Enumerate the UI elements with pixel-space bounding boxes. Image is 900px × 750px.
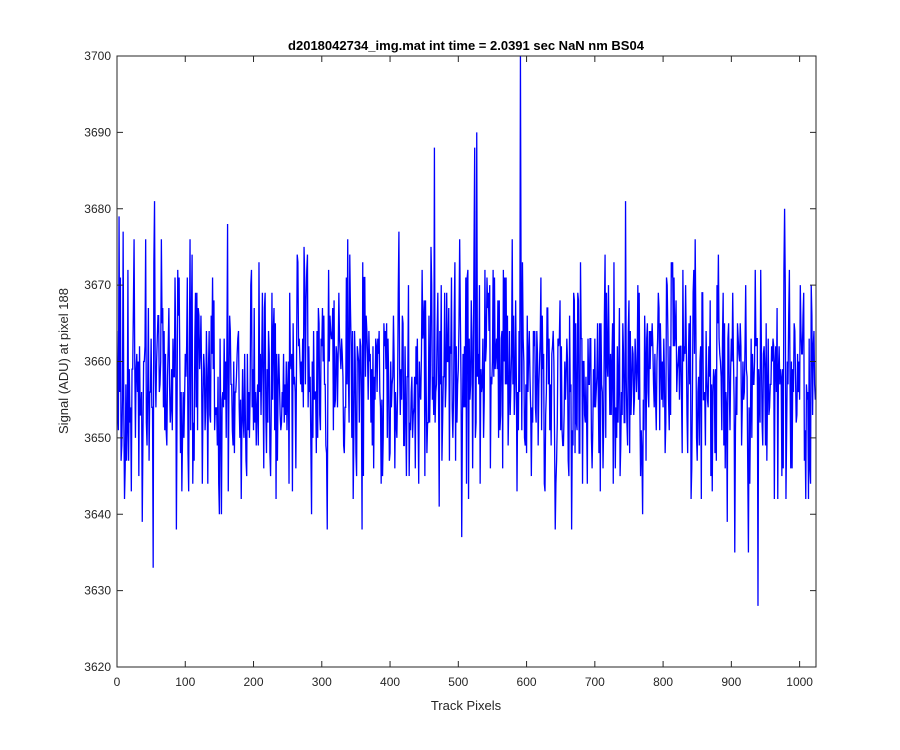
x-tick-label: 200 [244, 675, 264, 689]
x-tick-label: 800 [653, 675, 673, 689]
signal-series-line [117, 56, 816, 606]
x-tick-label: 900 [721, 675, 741, 689]
y-tick-label: 3670 [84, 278, 111, 292]
y-tick-label: 3680 [84, 202, 111, 216]
x-tick-label: 700 [585, 675, 605, 689]
chart-title: d2018042734_img.mat int time = 2.0391 se… [288, 38, 645, 53]
y-tick-label: 3700 [84, 49, 111, 63]
y-tick-label: 3660 [84, 355, 111, 369]
x-tick-label: 100 [175, 675, 195, 689]
y-axis: 3620 3630 3640 3650 3660 3670 3680 3690 3700 [84, 49, 816, 674]
y-axis-title: Signal (ADU) at pixel 188 [56, 288, 71, 434]
x-tick-label: 1000 [786, 675, 813, 689]
x-tick-label: 0 [114, 675, 121, 689]
x-tick-label: 300 [312, 675, 332, 689]
y-tick-label: 3620 [84, 660, 111, 674]
y-tick-label: 3630 [84, 584, 111, 598]
x-tick-label: 600 [517, 675, 537, 689]
y-tick-label: 3640 [84, 507, 111, 521]
x-tick-label: 500 [448, 675, 468, 689]
x-tick-label: 400 [380, 675, 400, 689]
y-tick-label: 3690 [84, 125, 111, 139]
x-axis: 0 100 200 300 400 500 600 700 800 900 1000 [114, 56, 813, 689]
y-tick-label: 3650 [84, 431, 111, 445]
series-layer [117, 56, 816, 606]
x-axis-title: Track Pixels [431, 698, 502, 713]
